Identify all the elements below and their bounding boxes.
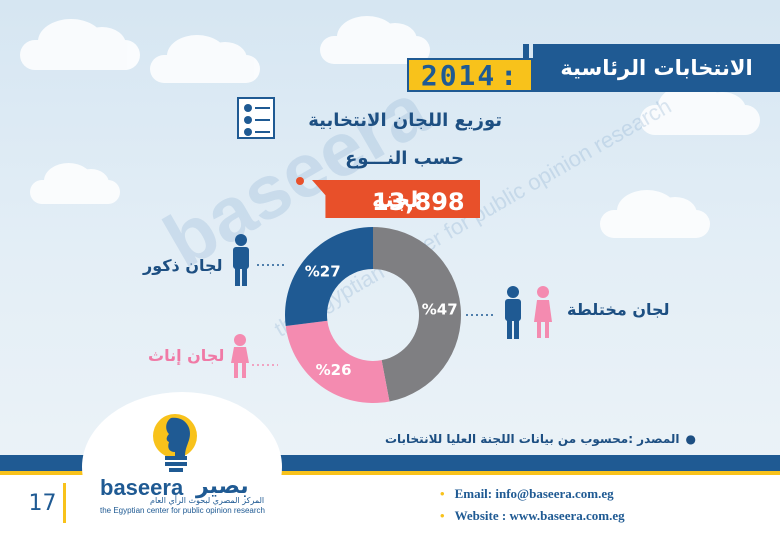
year-colon: : (500, 58, 520, 92)
slice-percent-label: %27 (305, 263, 341, 281)
donut-slice (285, 227, 373, 327)
female-person-icon (231, 334, 249, 378)
source-note: ● المصدر :محسوب من بيانات اللجنة العليا ل… (385, 432, 696, 446)
label-mixed-committees: لجان مختلطة (567, 300, 670, 319)
mixed-persons-icon (505, 286, 552, 339)
document-list-icon (237, 97, 275, 139)
slice-percent-label: %47 (422, 301, 458, 319)
page-title: الانتخابات الرئاسية (523, 44, 780, 92)
total-committees-tag: لجنه 13,898 (312, 180, 480, 218)
email-bullet: • (440, 486, 445, 501)
chart-subtitle: حسب النـــوع (345, 148, 464, 169)
logo-wordmark-ar: بصير (196, 474, 249, 499)
donut-slice (285, 320, 390, 404)
logo-tagline-ar: المركز المصري لبحوث الرأي العام (150, 496, 265, 505)
year-badge: 2014: (407, 58, 533, 92)
tag-dot (296, 177, 304, 185)
cloud-decoration (30, 163, 120, 204)
logo-wordmark-en: baseera (100, 475, 184, 500)
contact-website[interactable]: • Website : www.baseera.com.eg (440, 508, 625, 524)
cloud-decoration (600, 190, 710, 238)
source-text: المصدر :محسوب من بيانات اللجنة العليا لل… (384, 432, 680, 446)
source-bullet: ● (685, 432, 696, 446)
slice-percent-label: %26 (316, 361, 352, 379)
donut-slice (373, 227, 462, 402)
chart-title: توزيع اللجان الانتخابية (308, 110, 502, 131)
cloud-decoration (320, 16, 430, 64)
lightbulb-head-logo-icon (153, 414, 197, 472)
label-male-committees: لجان ذكور (143, 256, 223, 275)
website-bullet: • (440, 508, 445, 523)
total-value: 13,898 (372, 188, 465, 216)
year-text: 2014 (420, 58, 497, 92)
page-number: 17 (22, 483, 66, 523)
contact-email[interactable]: • Email: info@baseera.com.eg (440, 486, 614, 502)
label-female-committees: لجان إناث (148, 346, 225, 365)
cloud-decoration (150, 35, 260, 83)
footer-accent-line (0, 471, 780, 475)
email-text: Email: info@baseera.com.eg (454, 486, 614, 501)
logo-tagline-en: the Egyptian center for public opinion r… (100, 506, 265, 515)
male-person-icon (233, 234, 249, 286)
total-unit: لجنه (372, 188, 419, 213)
website-text: Website : www.baseera.com.eg (454, 508, 625, 523)
cloud-decoration (20, 19, 140, 70)
